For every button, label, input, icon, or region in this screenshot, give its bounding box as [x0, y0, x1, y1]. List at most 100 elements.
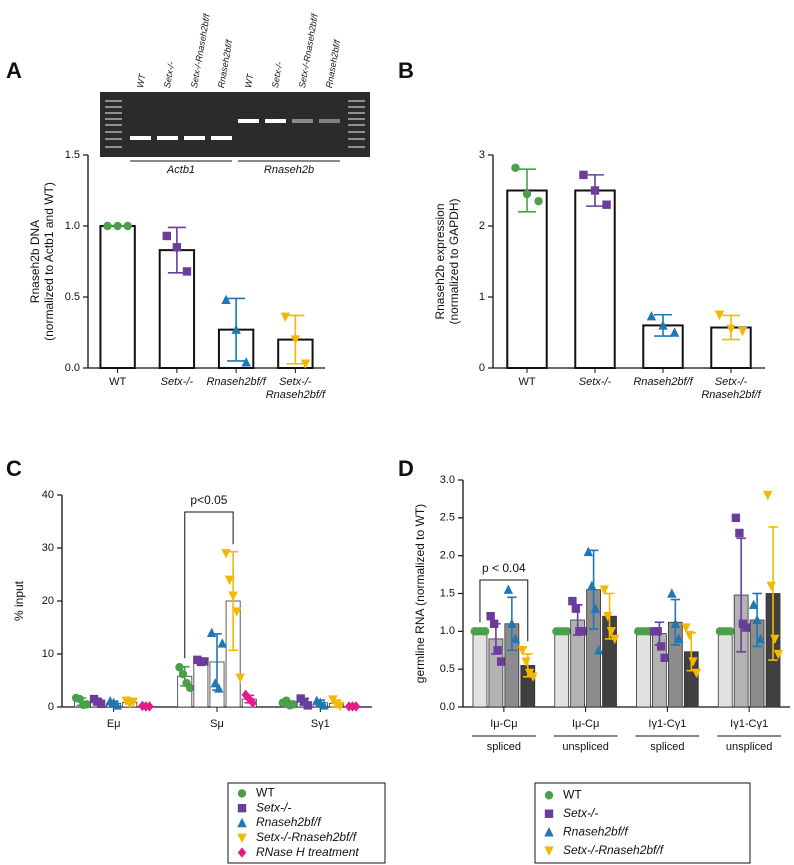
data-point — [773, 649, 783, 660]
data-point — [521, 657, 531, 667]
data-point — [351, 701, 361, 712]
y-tick-label: 3 — [479, 149, 485, 161]
gel-group-label: Actb1 — [166, 164, 195, 176]
data-point — [562, 627, 572, 636]
data-point — [221, 294, 231, 305]
data-point — [534, 196, 543, 206]
legend-label: Rnaseh2bf/f — [256, 815, 322, 829]
x-sublabel: unspliced — [726, 741, 772, 753]
data-point — [245, 693, 254, 705]
x-tick-label: WT — [109, 376, 126, 388]
data-point — [486, 612, 495, 621]
data-point — [289, 700, 298, 709]
ladder-band — [348, 112, 365, 114]
x-sublabel: spliced — [487, 741, 521, 753]
ladder-band — [105, 131, 122, 133]
bar — [554, 630, 570, 708]
data-point — [587, 580, 597, 591]
significance-bracket — [479, 579, 529, 642]
y-axis-label: % input — [12, 580, 26, 621]
x-tick-label: Sμ — [210, 718, 224, 730]
x-tick-label: WT — [518, 376, 535, 388]
ladder-band — [105, 106, 122, 108]
data-point — [175, 663, 184, 672]
data-point — [688, 657, 698, 667]
bar — [717, 630, 733, 708]
gel-group-label: Rnaseh2b — [264, 164, 314, 176]
data-point — [123, 221, 132, 231]
data-point — [684, 630, 695, 641]
legend-marker — [544, 827, 554, 837]
y-tick-label: 30 — [42, 542, 54, 554]
data-point — [770, 634, 780, 645]
y-tick-label: 0.0 — [440, 701, 455, 713]
legend-marker — [544, 809, 554, 818]
gel-band — [211, 136, 232, 140]
data-point — [248, 697, 257, 708]
data-point — [667, 588, 677, 598]
data-point — [496, 657, 506, 666]
x-tick-label: Rnaseh2bf/f — [633, 376, 693, 388]
data-point — [660, 653, 669, 663]
legend-marker — [237, 817, 247, 828]
data-point — [493, 646, 502, 655]
y-tick-label: 1.0 — [65, 220, 80, 232]
data-point — [128, 697, 139, 707]
data-point — [646, 310, 657, 321]
y-tick-label: 0 — [479, 362, 485, 374]
data-point — [235, 673, 245, 684]
data-point — [681, 623, 691, 633]
gel-band — [238, 119, 259, 123]
y-tick-label: 1.5 — [440, 587, 455, 599]
y-tick-label: 2.5 — [440, 512, 455, 524]
data-point — [145, 701, 154, 712]
data-point — [221, 549, 231, 559]
data-point — [606, 627, 616, 637]
data-point — [300, 359, 311, 369]
y-tick-label: 0.0 — [65, 362, 80, 374]
ladder-band — [348, 118, 365, 120]
data-point — [224, 575, 235, 585]
legend-marker — [544, 846, 554, 856]
y-axis-label: germline RNA (normalized to WT) — [413, 504, 427, 683]
bar — [506, 189, 548, 369]
y-tick-label: 2.0 — [440, 550, 455, 562]
data-point — [511, 163, 520, 172]
data-point — [241, 357, 251, 367]
y-tick-label: 1.5 — [65, 149, 80, 161]
bar — [193, 660, 209, 708]
data-point — [579, 170, 588, 180]
data-point — [517, 646, 528, 656]
ladder-band — [348, 100, 365, 102]
data-point — [335, 701, 345, 712]
lane-label: Rnaseh2bf/f — [216, 38, 235, 89]
data-point — [185, 683, 195, 693]
data-point — [583, 546, 594, 557]
data-point — [594, 645, 604, 655]
data-point — [200, 657, 209, 666]
ladder-band — [348, 124, 365, 126]
data-point — [658, 320, 668, 330]
data-point — [503, 584, 514, 594]
data-point — [748, 599, 759, 610]
ladder-band — [105, 124, 122, 126]
data-point — [217, 638, 228, 648]
y-tick-label: 3.0 — [440, 474, 455, 486]
data-point — [290, 335, 301, 345]
data-point — [231, 607, 242, 617]
data-point — [178, 669, 188, 679]
data-point — [742, 623, 751, 632]
y-tick-label: 2 — [479, 220, 485, 232]
data-point — [656, 642, 666, 651]
panel-label: A — [6, 58, 22, 83]
data-point — [182, 267, 192, 276]
annotation: p < 0.04 — [482, 561, 526, 575]
x-tick-label: Setx-/- — [279, 376, 312, 388]
legend-marker — [544, 791, 554, 800]
data-point — [280, 312, 291, 323]
lane-label: WT — [243, 72, 256, 89]
data-point — [319, 700, 329, 710]
data-point — [510, 633, 521, 644]
data-point — [603, 612, 613, 622]
